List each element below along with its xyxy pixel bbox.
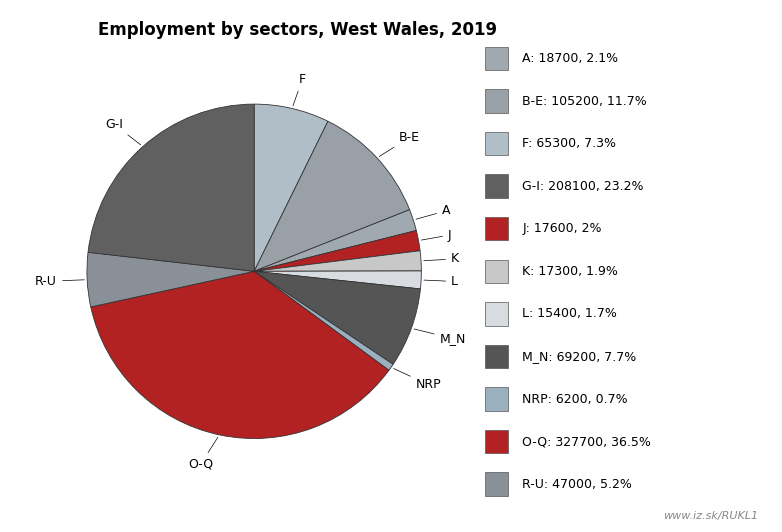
Text: www.iz.sk/RUKL1: www.iz.sk/RUKL1	[663, 511, 759, 521]
Text: Employment by sectors, West Wales, 2019: Employment by sectors, West Wales, 2019	[98, 21, 497, 39]
Text: A: A	[416, 204, 450, 219]
FancyBboxPatch shape	[485, 132, 508, 155]
Wedge shape	[254, 230, 420, 271]
FancyBboxPatch shape	[485, 174, 508, 198]
Wedge shape	[88, 104, 254, 271]
FancyBboxPatch shape	[485, 260, 508, 283]
Text: K: 17300, 1.9%: K: 17300, 1.9%	[522, 265, 619, 278]
Text: J: J	[421, 229, 452, 242]
FancyBboxPatch shape	[485, 345, 508, 368]
FancyBboxPatch shape	[485, 217, 508, 240]
Wedge shape	[254, 121, 410, 271]
Text: R-U: R-U	[35, 275, 84, 288]
Text: NRP: 6200, 0.7%: NRP: 6200, 0.7%	[522, 393, 628, 405]
FancyBboxPatch shape	[485, 302, 508, 326]
Wedge shape	[87, 252, 254, 307]
FancyBboxPatch shape	[485, 472, 508, 496]
Text: F: 65300, 7.3%: F: 65300, 7.3%	[522, 137, 616, 150]
Text: G-I: 208100, 23.2%: G-I: 208100, 23.2%	[522, 180, 644, 193]
Text: B-E: B-E	[379, 131, 420, 156]
Text: O-Q: O-Q	[188, 437, 218, 471]
Wedge shape	[254, 210, 416, 271]
Wedge shape	[254, 251, 421, 271]
Text: R-U: 47000, 5.2%: R-U: 47000, 5.2%	[522, 478, 633, 491]
Text: F: F	[293, 73, 306, 106]
FancyBboxPatch shape	[485, 430, 508, 453]
Text: A: 18700, 2.1%: A: 18700, 2.1%	[522, 52, 619, 65]
Text: L: 15400, 1.7%: L: 15400, 1.7%	[522, 307, 617, 320]
Text: J: 17600, 2%: J: 17600, 2%	[522, 222, 602, 235]
Text: NRP: NRP	[393, 369, 441, 391]
Wedge shape	[254, 271, 421, 289]
Text: M_N: 69200, 7.7%: M_N: 69200, 7.7%	[522, 350, 637, 363]
Text: K: K	[424, 253, 459, 265]
FancyBboxPatch shape	[485, 89, 508, 113]
Wedge shape	[254, 271, 393, 370]
Text: M_N: M_N	[414, 329, 466, 345]
Wedge shape	[254, 104, 328, 271]
Text: O-Q: 327700, 36.5%: O-Q: 327700, 36.5%	[522, 435, 651, 448]
Text: G-I: G-I	[105, 118, 141, 145]
Text: L: L	[424, 275, 458, 288]
Wedge shape	[254, 271, 421, 364]
FancyBboxPatch shape	[485, 387, 508, 411]
FancyBboxPatch shape	[485, 47, 508, 70]
Wedge shape	[91, 271, 389, 438]
Text: B-E: 105200, 11.7%: B-E: 105200, 11.7%	[522, 95, 647, 107]
